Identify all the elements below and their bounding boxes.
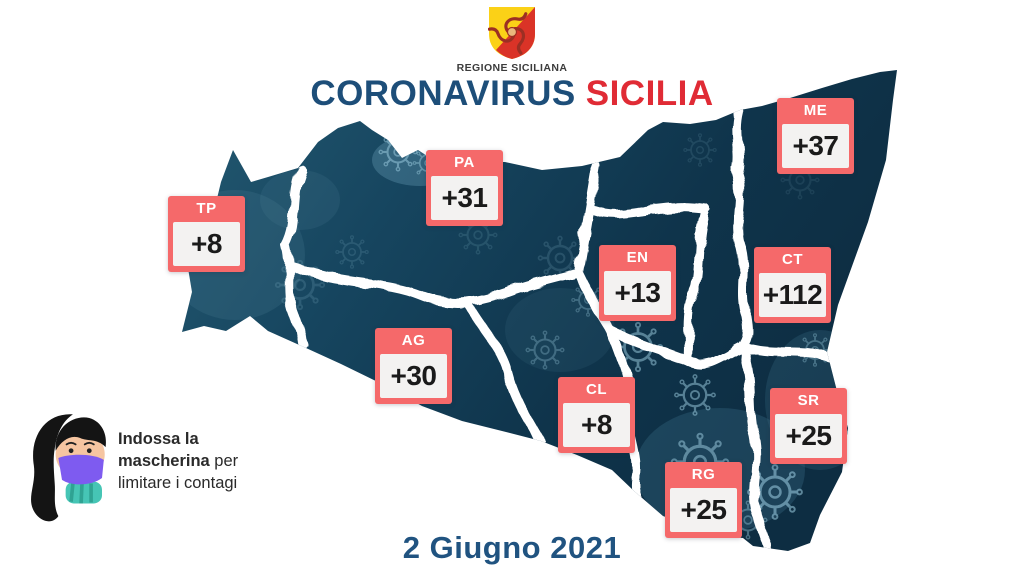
province-card-ct: CT +112 — [754, 247, 831, 323]
advice-bold-2: mascherina — [118, 452, 210, 470]
province-card-en: EN +13 — [599, 245, 676, 321]
province-value-box: +25 — [775, 414, 842, 458]
province-card-tp: TP +8 — [168, 196, 245, 272]
province-value: +31 — [441, 182, 489, 213]
province-value-box: +30 — [380, 354, 447, 398]
region-label: REGIONE SICILIANA — [456, 62, 568, 74]
province-code: SR — [797, 392, 820, 409]
province-value: +30 — [390, 360, 438, 391]
province-code: CL — [586, 381, 607, 398]
sicily-landmass — [182, 70, 897, 551]
province-value: +13 — [614, 277, 662, 308]
title-coronavirus: CORONAVIRUS — [310, 74, 576, 113]
province-value-box: +8 — [173, 222, 240, 266]
province-borders — [281, 107, 834, 551]
province-value-box: +8 — [563, 403, 630, 447]
woman-wearing-mask-illustration — [31, 414, 106, 522]
advice-bold-1: Indossa la — [118, 430, 199, 448]
province-value: +37 — [792, 130, 840, 161]
province-value-box: +112 — [759, 273, 826, 317]
province-value-box: +31 — [431, 176, 498, 220]
advice-rest-2: per — [209, 452, 239, 470]
province-value: +112 — [762, 279, 823, 310]
date-label: 2 Giugno 2021 — [402, 530, 622, 565]
regione-siciliana-coat-of-arms-icon — [488, 7, 535, 59]
province-value-box: +13 — [604, 271, 671, 315]
province-code: EN — [626, 249, 649, 266]
province-card-rg: RG +25 — [665, 462, 742, 538]
province-card-ag: AG +30 — [375, 328, 452, 404]
province-code: TP — [196, 200, 217, 217]
title-sicilia: SICILIA — [585, 74, 714, 113]
province-code: RG — [691, 466, 716, 483]
province-card-cl: CL +8 — [558, 377, 635, 453]
province-value: +25 — [680, 494, 728, 525]
advice-line-3: limitare i contagi — [118, 474, 238, 492]
mask-advice-text: Indossa la mascherina per limitare i con… — [118, 428, 288, 494]
province-value: +25 — [785, 420, 833, 451]
province-card-me: ME +37 — [777, 98, 854, 174]
province-value-box: +25 — [670, 488, 737, 532]
header: REGIONE SICILIANA — [0, 6, 1024, 74]
virus-icon — [379, 133, 417, 171]
page-title: CORONAVIRUS SICILIA — [0, 76, 1024, 112]
province-value-box: +37 — [782, 124, 849, 168]
province-code: PA — [454, 154, 475, 171]
province-code: ME — [803, 102, 828, 119]
province-card-pa: PA +31 — [426, 150, 503, 226]
province-code: CT — [782, 251, 803, 268]
province-value: +8 — [191, 228, 222, 259]
province-value: +8 — [581, 409, 612, 440]
province-card-sr: SR +25 — [770, 388, 847, 464]
province-code: AG — [401, 332, 426, 349]
